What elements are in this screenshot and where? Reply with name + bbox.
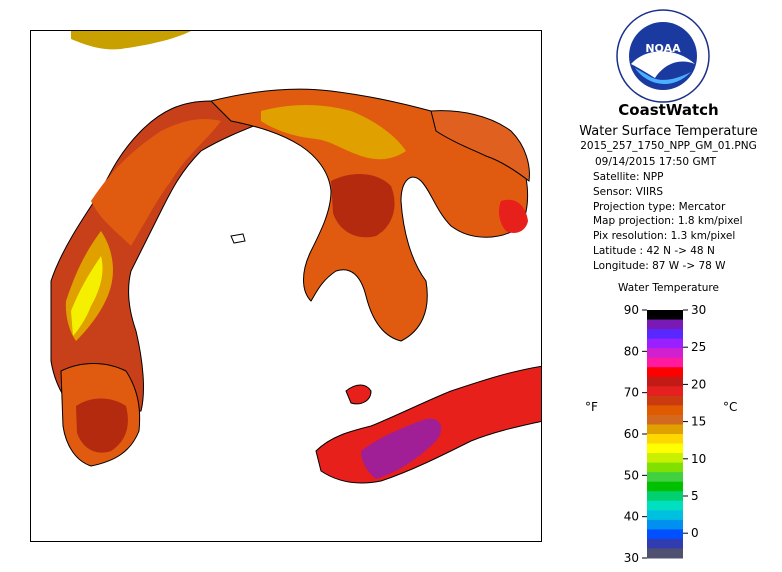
scale-swatch <box>647 462 683 473</box>
celsius-tick-label: 10 <box>691 452 706 466</box>
celsius-tick-label: 15 <box>691 415 706 429</box>
scale-swatch <box>647 424 683 435</box>
meta-longitude: Longitude: 87 W -> 78 W <box>593 259 726 272</box>
brand-title: CoastWatch <box>618 101 719 119</box>
meta-sensor: Sensor: VIIRS <box>593 185 664 198</box>
meta-satellite: Satellite: NPP <box>593 171 664 183</box>
meta-projection-type: Projection type: Mercator <box>593 200 726 213</box>
meta-latitude: Latitude : 42 N -> 48 N <box>593 244 715 257</box>
lake-huron-dark <box>331 174 395 238</box>
scale-swatch <box>647 376 683 387</box>
scale-swatch <box>647 367 683 378</box>
sst-map <box>30 30 542 542</box>
fahrenheit-tick-label: 90 <box>624 303 639 317</box>
product-subtitle: Water Surface Temperature <box>579 124 758 139</box>
island <box>230 233 246 244</box>
scale-swatch <box>647 357 683 368</box>
fahrenheit-tick-label: 60 <box>624 427 639 441</box>
unit-celsius: °C <box>723 400 737 414</box>
scale-swatch <box>647 510 683 521</box>
scale-swatch <box>647 443 683 454</box>
georgian-bay-hot <box>498 199 528 233</box>
scale-swatch <box>647 491 683 502</box>
scale-swatch <box>647 481 683 492</box>
scale-swatch <box>647 548 683 559</box>
image-filename: 2015_257_1750_NPP_GM_01.PNG <box>580 140 757 152</box>
metadata-list: Satellite: NPP Sensor: VIIRS Projection … <box>593 170 743 274</box>
fahrenheit-tick-label: 70 <box>624 386 639 400</box>
unit-fahrenheit: °F <box>585 400 598 414</box>
logo-text: NOAA <box>645 42 681 55</box>
lake-michigan-south-dark <box>76 398 128 453</box>
fahrenheit-tick-label: 50 <box>624 468 639 482</box>
fahrenheit-tick-label: 80 <box>624 344 639 358</box>
celsius-tick-label: 0 <box>691 526 699 540</box>
lake-michigan-north <box>50 100 272 422</box>
celsius-tick-label: 30 <box>691 303 706 317</box>
color-swatches <box>647 310 683 559</box>
lake-michigan-orange <box>91 119 221 246</box>
meta-map-projection: Map projection: 1.8 km/pixel <box>593 215 743 228</box>
scale-swatch <box>647 329 683 340</box>
lake-superior-edge <box>71 31 191 50</box>
scale-swatch <box>647 529 683 540</box>
scale-swatch <box>647 338 683 349</box>
scale-swatch <box>647 386 683 397</box>
fahrenheit-tick-label: 30 <box>624 551 639 565</box>
meta-pix-resolution: Pix resolution: 1.3 km/pixel <box>593 230 736 243</box>
scale-swatch <box>647 434 683 445</box>
scale-swatch <box>647 348 683 359</box>
georgian-bay <box>430 110 530 182</box>
scale-swatch <box>647 319 683 330</box>
fahrenheit-tick-label: 40 <box>624 510 639 524</box>
info-panel: NOAA CoastWatch Water Surface Temperatur… <box>555 0 782 572</box>
scale-swatch <box>647 414 683 425</box>
acquisition-datetime: 09/14/2015 17:50 GMT <box>595 156 717 168</box>
scale-swatch <box>647 472 683 483</box>
fahrenheit-ticks: 90 80 70 60 50 40 30 <box>624 303 647 565</box>
lake-st-clair <box>345 384 372 405</box>
scale-swatch <box>647 405 683 416</box>
celsius-tick-label: 25 <box>691 340 706 354</box>
legend-title: Water Temperature <box>618 282 719 294</box>
scale-swatch <box>647 519 683 530</box>
lake-erie-magenta <box>361 418 442 479</box>
lake-map-svg <box>50 31 541 484</box>
noaa-logo: NOAA <box>616 9 710 103</box>
scale-swatch <box>647 538 683 549</box>
celsius-tick-label: 5 <box>691 489 699 503</box>
lake-huron-amber <box>261 105 406 160</box>
celsius-ticks: 30 25 20 15 10 5 0 <box>683 303 706 540</box>
scale-swatch <box>647 310 683 321</box>
scale-swatch <box>647 500 683 511</box>
scale-swatch <box>647 453 683 464</box>
scale-swatch <box>647 395 683 406</box>
lake-michigan-yellow <box>71 256 103 336</box>
celsius-tick-label: 20 <box>691 377 706 391</box>
